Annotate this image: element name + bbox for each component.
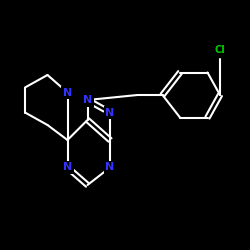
- Text: N: N: [63, 88, 72, 98]
- Text: N: N: [83, 95, 92, 105]
- Text: N: N: [63, 162, 72, 172]
- Text: N: N: [106, 108, 114, 118]
- Text: Cl: Cl: [214, 45, 226, 55]
- Text: N: N: [106, 162, 114, 172]
